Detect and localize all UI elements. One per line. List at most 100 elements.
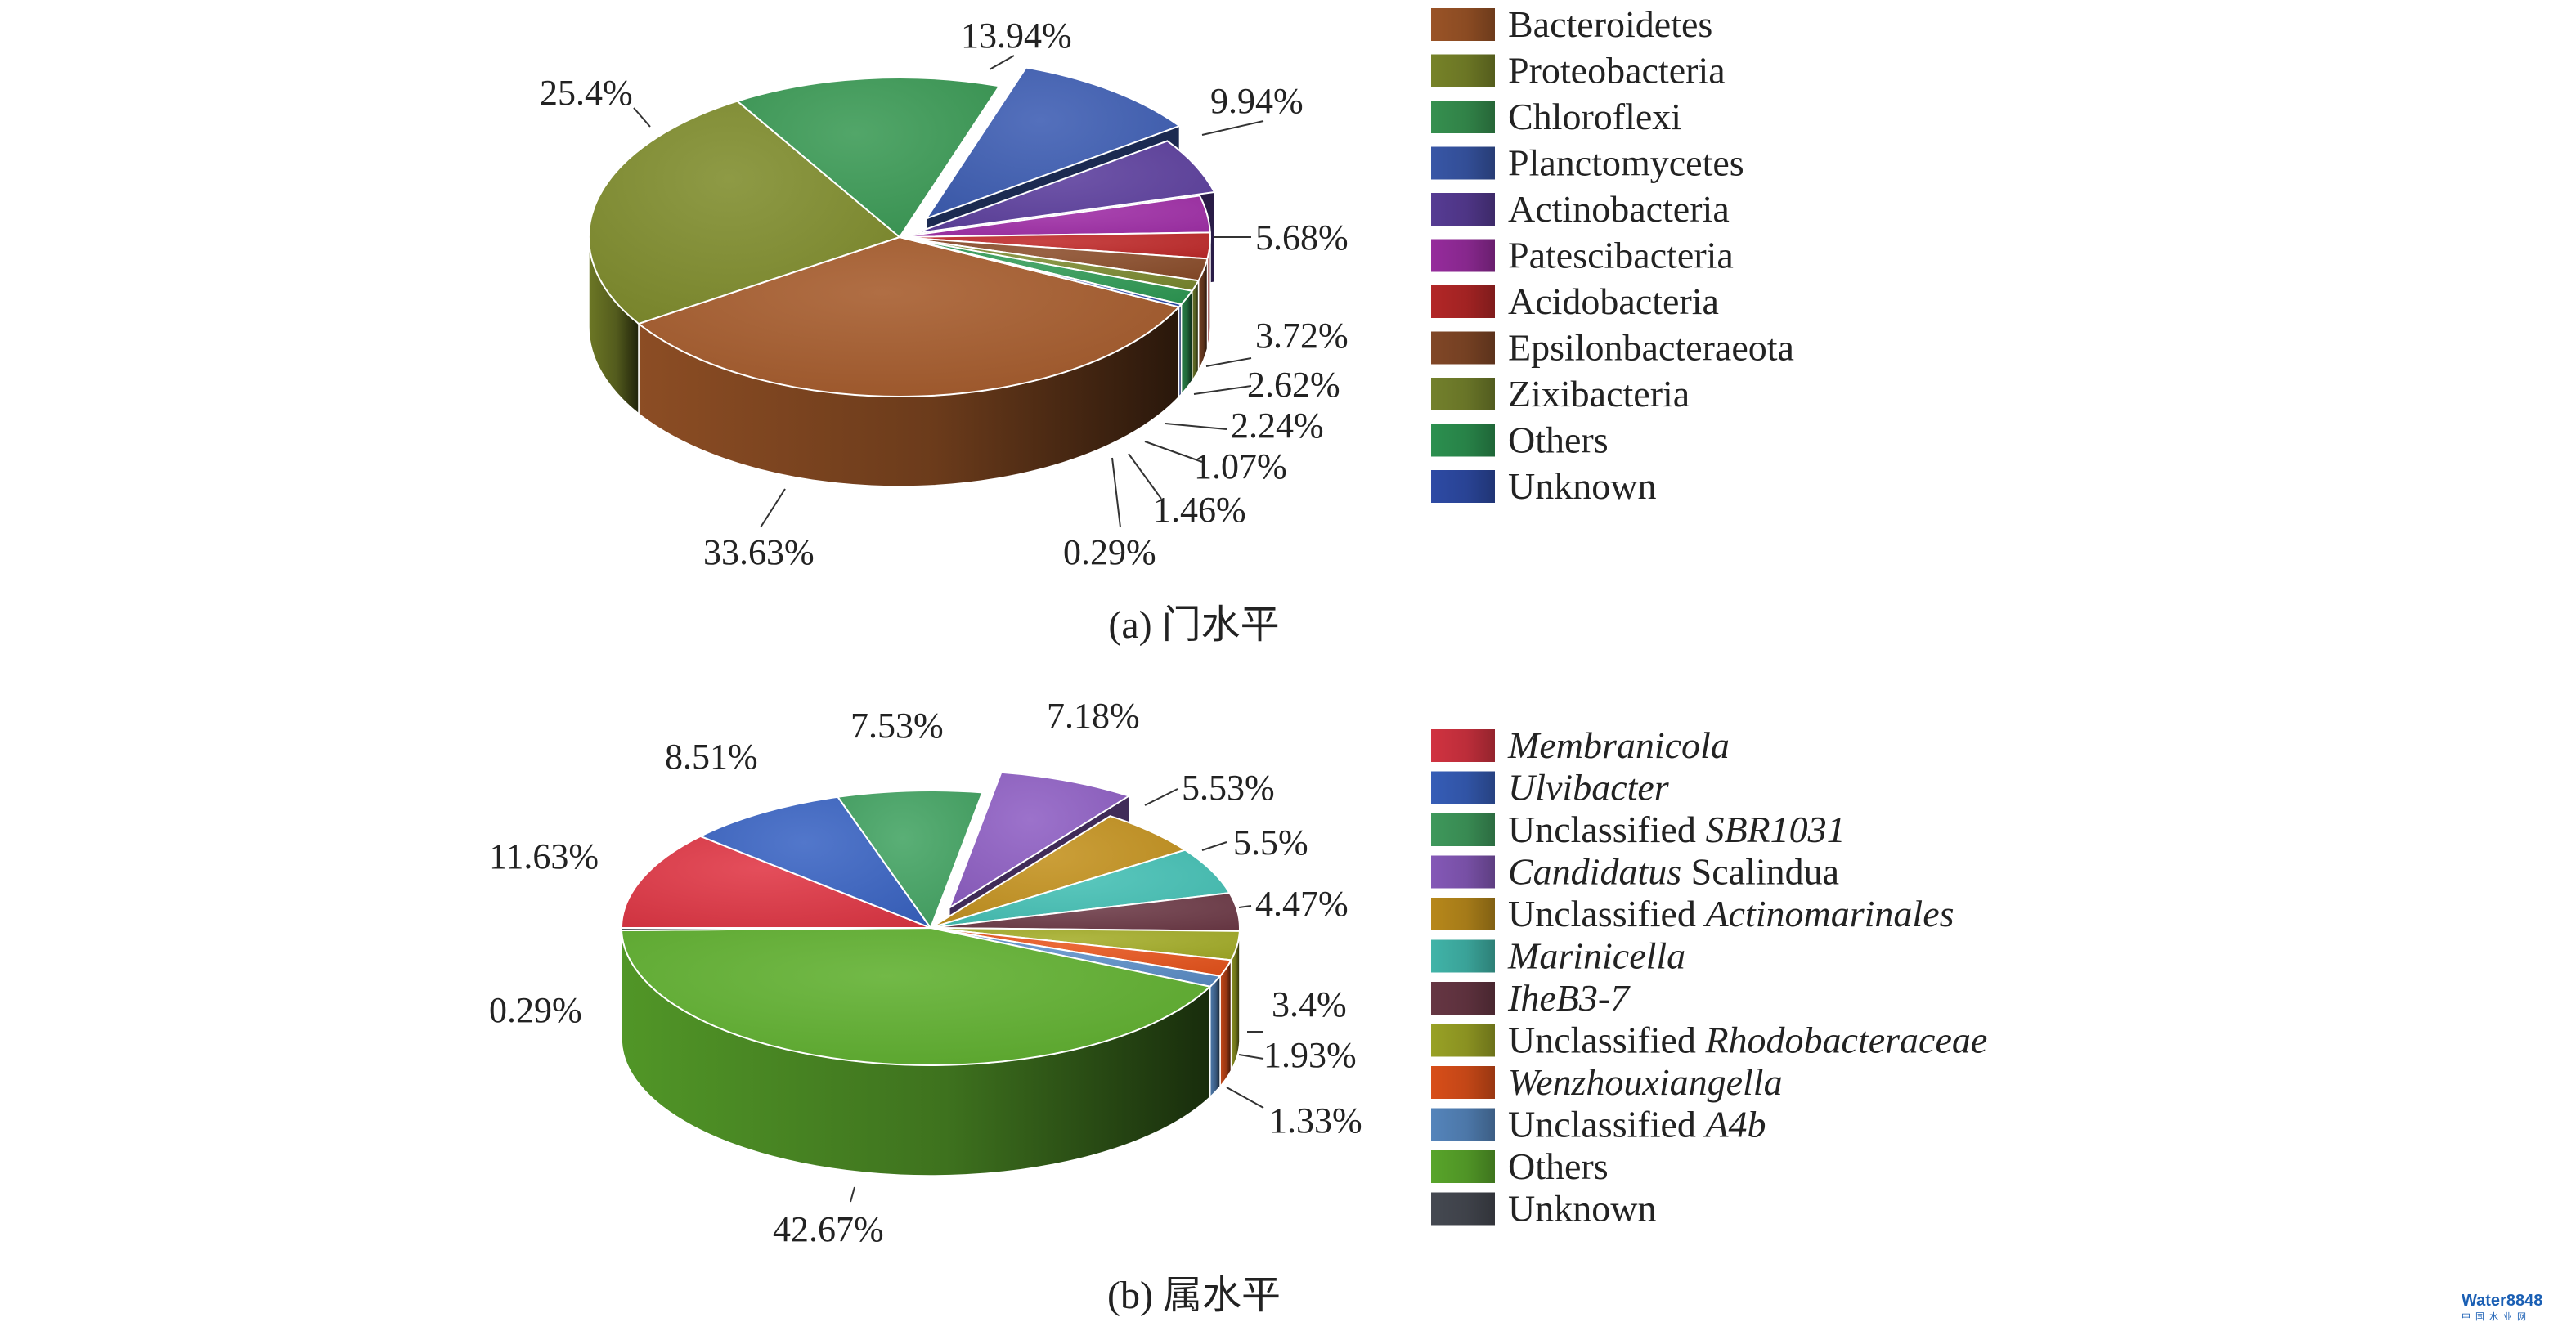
pie-slice-unclassified-sbr1031	[836, 790, 984, 930]
legend-item-acidobacteria: Acidobacteria	[1431, 280, 1719, 322]
legend-item-marinicella: Marinicella	[1431, 935, 1685, 977]
legend-label: Unclassified A4b	[1508, 1104, 1766, 1145]
value-label-others: 1.46%	[1153, 490, 1246, 530]
leader-line-chloroflexi	[989, 55, 1015, 70]
legend-label: Candidatus Scalindua	[1508, 851, 1839, 893]
leader-line-zixibacteria	[1144, 441, 1203, 463]
legend-item-unknown: Unknown	[1431, 1188, 1656, 1230]
leader-line-marinicella	[1201, 841, 1227, 851]
legend-item-chloroflexi: Chloroflexi	[1431, 96, 1681, 137]
legend-label: IheB3-7	[1507, 977, 1631, 1019]
pie-side-zixibacteria	[1192, 278, 1200, 383]
value-label-unclassified-a4b: 1.33%	[1269, 1100, 1362, 1141]
pie-value-labels: 33.63% 25.4% 13.94% 9.94% 5.68% 3.72% 2.62%2.2…	[540, 16, 1349, 572]
pie-slice-bacteroidetes	[636, 235, 1181, 397]
leader-line-others	[850, 1186, 855, 1203]
watermark-sub: 中国水业网	[2462, 1311, 2531, 1322]
legend-label: Unclassified SBR1031	[1508, 809, 1846, 850]
legend-label: Membranicola	[1507, 724, 1730, 766]
value-label-ulvibacter: 8.51%	[665, 737, 758, 777]
legend-item-patescibacteria: Patescibacteria	[1431, 235, 1734, 276]
value-label-membranicola: 11.63%	[489, 836, 599, 876]
chart-caption: (a) 门水平	[1108, 603, 1279, 647]
pie-slice-unknown	[899, 236, 1183, 308]
value-label-others: 42.67%	[773, 1209, 884, 1249]
legend-label: Actinobacteria	[1508, 188, 1730, 230]
legend-label: Unknown	[1508, 465, 1656, 507]
leader-line-unclassified-actinomarinales	[1144, 788, 1178, 806]
legend-label: Zixibacteria	[1508, 373, 1690, 415]
pie-slice-ulvibacter	[698, 795, 933, 930]
value-label-marinicella: 5.5%	[1233, 822, 1308, 863]
value-label-unknown: 0.29%	[489, 990, 582, 1030]
legend-item-epsilonbacteraeota: Epsilonbacteraeota	[1431, 327, 1794, 369]
pie-tops	[620, 771, 1241, 1066]
legend-item-candidatus-scalindua: Candidatus Scalindua	[1431, 851, 1839, 893]
leader-line-epsilonbacteraeota	[1165, 423, 1227, 430]
legend-item-others: Others	[1431, 1145, 1609, 1187]
watermark-logo: Water8848 中国水业网	[2462, 1292, 2568, 1326]
pie-slice-candidatus-scalindua	[948, 771, 1131, 910]
value-label-unclassified-actinomarinales: 5.53%	[1182, 768, 1275, 808]
legend-item-proteobacteria: Proteobacteria	[1431, 50, 1726, 92]
value-label-zixibacteria: 1.07%	[1194, 446, 1287, 486]
pie-slice-unclassified-actinomarinales	[930, 815, 1187, 929]
legend-item-others: Others	[1431, 419, 1609, 461]
legend-item-unknown: Unknown	[1431, 465, 1656, 507]
pie-slice-membranicola	[620, 835, 931, 929]
pie-value-labels: 11.63% 8.51% 7.53% 7.18% 5.53% 5.5% 4.47% 3.4% 1…	[489, 696, 1362, 1249]
chart-caption: (b) 属水平	[1107, 1274, 1281, 1317]
value-label-planctomycetes: 9.94%	[1210, 81, 1304, 121]
legend-item-unclassified-sbr1031: Unclassified SBR1031	[1431, 809, 1846, 850]
legend-item-actinobacteria: Actinobacteria	[1431, 188, 1730, 230]
leader-line-wenzhouxiangella	[1238, 1054, 1264, 1060]
value-label-bacteroidetes: 33.63%	[703, 532, 815, 572]
watermark-brand: Water8848	[2462, 1292, 2543, 1310]
legend-label: Ulvibacter	[1508, 767, 1670, 809]
leader-line-patescibacteria	[1205, 357, 1252, 367]
legend-label: Planctomycetes	[1508, 142, 1744, 184]
pie-tops	[588, 66, 1216, 397]
value-label-chloroflexi: 13.94%	[961, 16, 1072, 56]
legend-label: Unclassified Actinomarinales	[1508, 893, 1954, 934]
leader-line-bacteroidetes	[760, 488, 786, 528]
legend-label: Epsilonbacteraeota	[1508, 327, 1794, 369]
legend-item-ulvibacter: Ulvibacter	[1431, 767, 1670, 809]
pie-slice-chloroflexi	[735, 77, 1001, 239]
legend-label: Unknown	[1508, 1188, 1656, 1230]
legend-item-unclassified-rhodobacteraceae: Unclassified Rhodobacteraceae	[1431, 1020, 1987, 1061]
pie-slice-planctomycetes	[924, 66, 1182, 221]
leader-line-acidobacteria	[1193, 385, 1252, 395]
value-label-acidobacteria: 2.62%	[1247, 365, 1340, 405]
value-label-iheb3-7: 4.47%	[1255, 884, 1349, 924]
legend-label: Others	[1508, 419, 1609, 461]
legend-label: Proteobacteria	[1508, 50, 1726, 92]
legend-item-unclassified-a4b: Unclassified A4b	[1431, 1104, 1766, 1145]
value-label-candidatus-scalindua: 7.18%	[1047, 696, 1140, 736]
pie-side-others	[1180, 289, 1193, 397]
legend-label: Bacteroidetes	[1508, 3, 1712, 45]
pie-side-unknown	[1178, 302, 1183, 399]
legend-label: Unclassified Rhodobacteraceae	[1508, 1020, 1987, 1061]
leader-line-planctomycetes	[1201, 120, 1264, 136]
pie-side-unclassified-a4b	[1209, 974, 1221, 1099]
value-label-unknown: 0.29%	[1063, 532, 1156, 572]
leader-line-iheb3-7	[1238, 905, 1252, 908]
legend-label: Patescibacteria	[1508, 235, 1734, 276]
legend-label: Chloroflexi	[1508, 96, 1681, 137]
value-label-epsilonbacteraeota: 2.24%	[1231, 406, 1324, 446]
legend-item-membranicola: Membranicola	[1431, 724, 1730, 766]
value-label-actinobacteria: 5.68%	[1255, 217, 1349, 258]
value-label-wenzhouxiangella: 1.93%	[1263, 1035, 1357, 1075]
legend-item-wenzhouxiangella: Wenzhouxiangella	[1431, 1061, 1783, 1103]
value-label-patescibacteria: 3.72%	[1255, 316, 1349, 356]
legend-item-zixibacteria: Zixibacteria	[1431, 373, 1690, 415]
pie-slice-actinobacteria	[913, 140, 1216, 235]
pie-slice-others	[621, 926, 1212, 1066]
legend-label: Marinicella	[1507, 935, 1685, 977]
legend-item-bacteroidetes: Bacteroidetes	[1431, 3, 1712, 45]
pie-side-wenzhouxiangella	[1219, 960, 1232, 1088]
